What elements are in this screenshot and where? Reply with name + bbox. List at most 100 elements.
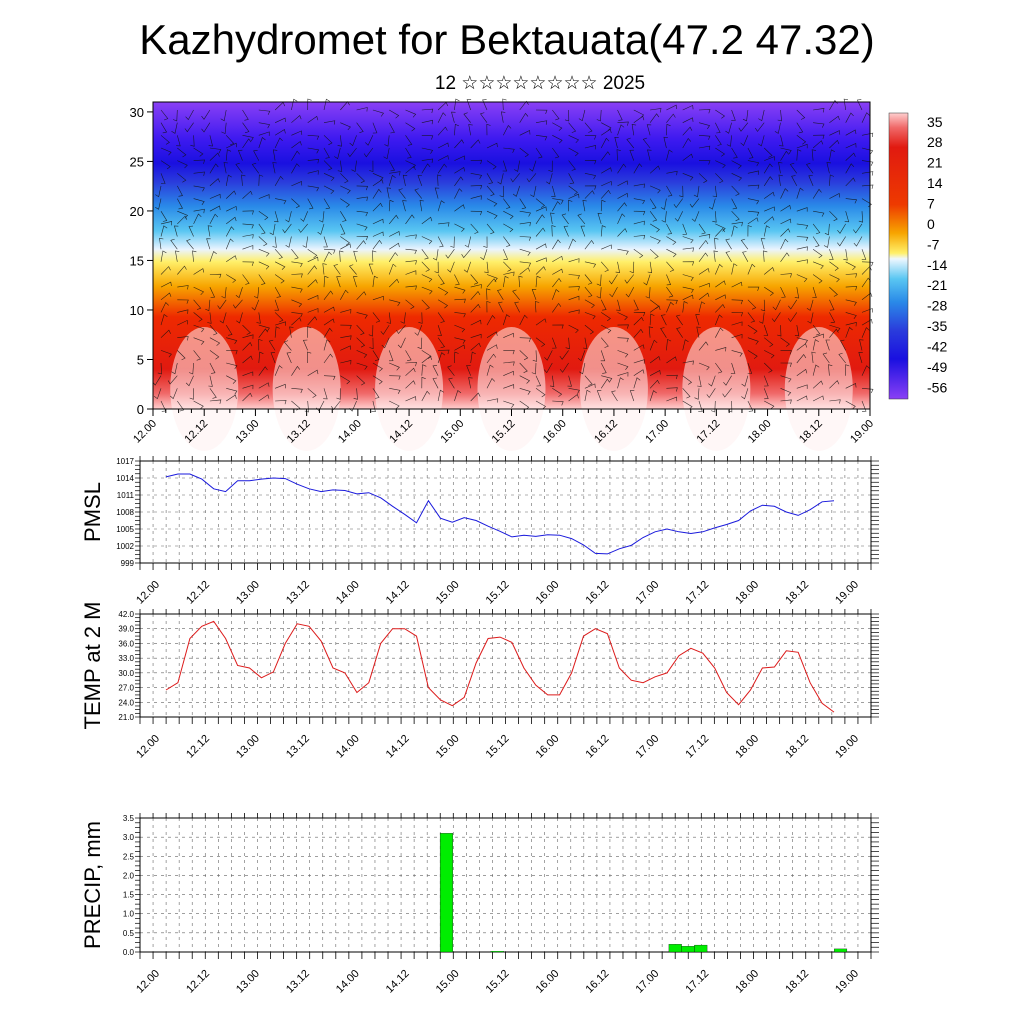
wind-barb	[747, 198, 760, 205]
wind-barb	[731, 312, 744, 317]
wind-barb	[389, 362, 400, 371]
wind-barb	[201, 122, 211, 133]
wind-barb	[535, 227, 546, 237]
wind-barb	[340, 375, 351, 385]
wind-barb	[177, 185, 183, 197]
wind-barb	[617, 109, 623, 121]
cs-xtick-label: 16.00	[541, 418, 569, 446]
wind-barb	[372, 250, 377, 262]
wind-barb	[209, 213, 219, 225]
wind-barb	[649, 198, 657, 210]
wind-barb	[715, 160, 726, 169]
wind-barb	[177, 336, 189, 341]
wind-barb	[417, 337, 423, 350]
wind-barb	[617, 228, 628, 237]
wind-barb	[646, 124, 652, 136]
wind-barb	[421, 119, 433, 125]
wind-barb	[381, 337, 390, 349]
wind-barb	[323, 135, 333, 146]
wind-barb	[529, 160, 537, 172]
wind-barb	[738, 122, 749, 132]
precip-ytick-label: 3.0	[123, 833, 135, 842]
wind-barb	[437, 274, 445, 285]
wind-barb	[356, 337, 366, 348]
wind-barb	[347, 147, 357, 158]
wind-barb	[649, 211, 658, 222]
wind-barb	[421, 390, 431, 402]
wind-barb	[209, 337, 221, 346]
wind-barb	[155, 198, 162, 210]
wind-barb	[389, 242, 400, 250]
wind-barb	[812, 339, 819, 351]
wind-barb	[177, 265, 187, 275]
wind-barb	[584, 160, 597, 165]
wind-barb	[725, 122, 732, 134]
wind-barb	[289, 326, 294, 338]
wind-barb	[617, 180, 629, 187]
wind-barb	[698, 145, 711, 151]
wind-barb	[405, 234, 417, 239]
temp-xtick-label: 16.00	[534, 733, 562, 761]
colorbar-label: 21	[927, 155, 943, 171]
wind-barb	[519, 362, 528, 373]
wind-barb	[388, 350, 394, 362]
wind-barb	[470, 319, 482, 326]
wind-barb	[291, 98, 298, 111]
wind-barb	[778, 162, 783, 174]
wind-barb	[205, 299, 211, 312]
wind-barb	[454, 123, 460, 136]
wind-barb	[519, 236, 532, 241]
wind-barb	[642, 137, 651, 149]
wind-barb	[349, 135, 357, 147]
wind-barb	[649, 165, 661, 174]
wind-barb	[340, 211, 347, 222]
wind-barb	[649, 305, 661, 313]
wind-barb	[844, 211, 850, 223]
wind-barb	[845, 152, 856, 161]
wind-barb	[209, 178, 220, 187]
wind-barb	[531, 362, 537, 375]
wind-barb	[807, 312, 814, 324]
wind-barb	[486, 142, 498, 149]
wind-barb	[176, 135, 181, 147]
wind-barb	[503, 384, 515, 389]
wind-barb	[193, 400, 204, 410]
wind-barb	[437, 325, 442, 336]
wind-barb	[758, 109, 765, 122]
precip-xtick-label: 17.12	[683, 968, 711, 996]
wind-barb	[454, 274, 460, 286]
wind-barb	[388, 252, 398, 262]
wind-barb	[356, 312, 368, 319]
wind-barb	[437, 312, 445, 323]
cs-xtick-label: 13.00	[234, 418, 262, 446]
colorbar-label: -42	[927, 338, 947, 354]
wind-barb	[861, 160, 874, 166]
wind-barb	[291, 114, 302, 123]
wind-barb	[307, 248, 318, 259]
wind-barb	[432, 365, 439, 376]
wind-barb	[829, 380, 840, 389]
wind-barb	[649, 379, 660, 389]
wind-barb	[383, 147, 390, 160]
wind-barb	[242, 122, 250, 134]
wind-barb	[190, 135, 195, 147]
wind-barb	[829, 399, 841, 404]
wind-barb	[826, 162, 831, 174]
wind-barb	[859, 339, 864, 351]
wind-barb	[829, 193, 841, 199]
wind-barbs	[152, 98, 874, 413]
wind-barb	[747, 210, 760, 217]
wind-barb	[845, 273, 858, 278]
wind-barb	[323, 290, 334, 300]
wind-barb	[691, 211, 700, 222]
wind-barb	[307, 351, 312, 364]
wind-barb	[417, 175, 423, 187]
wind-barb	[397, 337, 406, 349]
wind-barb	[307, 265, 317, 275]
wind-barb	[763, 362, 773, 373]
wind-barb	[258, 122, 271, 129]
wind-barb	[780, 204, 791, 212]
wind-barb	[503, 198, 511, 209]
wind-barb	[796, 207, 808, 212]
wind-barb	[323, 185, 335, 195]
